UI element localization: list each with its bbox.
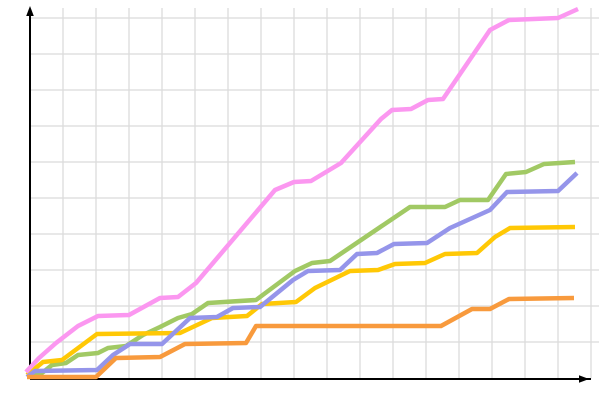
x-axis-arrow-icon — [579, 375, 589, 383]
y-axis-arrow-icon — [26, 6, 34, 16]
series-group — [24, 6, 579, 380]
axes — [26, 6, 591, 383]
series-green-line — [26, 159, 576, 379]
series-pink-line — [24, 6, 579, 374]
series-orange-line — [27, 295, 575, 380]
series-blue-line — [25, 171, 579, 379]
series-yellow-line — [25, 224, 576, 377]
